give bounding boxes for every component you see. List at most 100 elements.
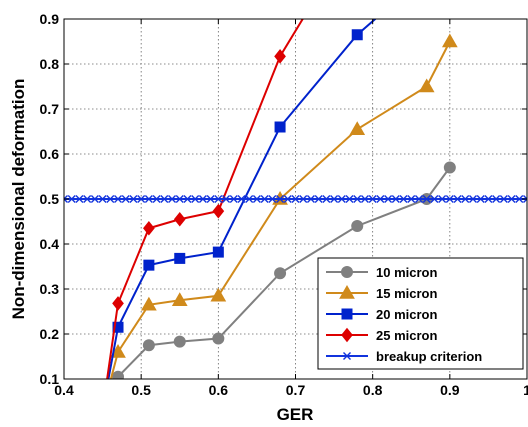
point-10-micron	[173, 335, 186, 348]
y-tick-label: 0.1	[40, 371, 60, 387]
point-10-micron	[212, 332, 225, 345]
point-breakup-criterion-stroke	[129, 195, 138, 203]
point-breakup-criterion-stroke	[376, 195, 385, 203]
point-breakup-criterion-stroke	[137, 195, 146, 203]
legend-label-20-micron: 20 micron	[376, 307, 437, 322]
point-25-micron	[143, 220, 155, 236]
point-breakup-criterion-stroke	[252, 195, 261, 203]
point-25-micron	[173, 211, 186, 227]
point-breakup-criterion-stroke	[314, 195, 323, 203]
point-15-micron	[441, 33, 458, 48]
point-breakup-criterion	[453, 195, 462, 203]
legend: 10 micron 15 micron 20 micron 25 micron brea…	[317, 257, 524, 370]
point-breakup-criterion-stroke	[183, 195, 192, 203]
point-breakup-criterion-stroke	[191, 195, 200, 203]
legend-marker-10-micron	[341, 266, 353, 278]
point-breakup-criterion-stroke	[67, 195, 76, 203]
point-breakup-criterion-stroke	[422, 195, 431, 203]
point-breakup-criterion	[75, 195, 84, 203]
point-breakup-criterion-stroke	[64, 195, 68, 200]
point-breakup-criterion	[291, 195, 300, 203]
point-breakup-criterion-stroke	[322, 195, 331, 203]
point-breakup-criterion	[276, 195, 285, 203]
point-15-micron	[171, 292, 188, 306]
point-breakup-criterion-stroke	[368, 195, 377, 203]
point-breakup-criterion	[237, 195, 246, 203]
point-breakup-criterion-stroke	[106, 195, 115, 203]
legend-label-25-micron: 25 micron	[376, 328, 437, 343]
point-breakup-criterion	[353, 195, 362, 203]
point-breakup-criterion-stroke	[168, 195, 177, 203]
point-breakup-criterion	[98, 195, 107, 203]
point-breakup-criterion-stroke	[90, 195, 99, 203]
point-breakup-criterion	[422, 195, 431, 203]
x-tick-label: 0.4	[54, 382, 74, 398]
legend-label-breakup-criterion: breakup criterion	[376, 349, 482, 364]
point-breakup-criterion	[492, 195, 501, 203]
point-breakup-criterion-stroke	[484, 195, 493, 203]
y-tick-label: 0.5	[40, 191, 60, 207]
point-breakup-criterion-stroke	[468, 195, 477, 203]
point-15-micron	[210, 287, 227, 302]
point-breakup-criterion	[484, 195, 493, 203]
point-breakup-criterion-stroke	[445, 195, 454, 203]
point-20-micron	[351, 29, 363, 41]
point-breakup-criterion-stroke	[391, 195, 400, 203]
point-10-micron	[274, 267, 287, 280]
y-tick-label: 0.6	[40, 146, 60, 162]
legend-label-15-micron: 15 micron	[376, 286, 437, 301]
point-breakup-criterion	[337, 195, 346, 203]
point-breakup-criterion-stroke	[245, 195, 254, 203]
point-breakup-criterion	[368, 195, 377, 203]
legend-marker-20-micron	[341, 308, 353, 320]
point-breakup-criterion-stroke	[337, 195, 346, 203]
point-breakup-criterion	[322, 195, 331, 203]
point-breakup-criterion	[144, 195, 153, 203]
point-breakup-criterion	[168, 195, 177, 203]
point-breakup-criterion-stroke	[268, 195, 277, 203]
point-breakup-criterion-stroke	[414, 195, 423, 203]
point-breakup-criterion-stroke	[492, 195, 501, 203]
point-breakup-criterion	[245, 195, 254, 203]
point-25-micron	[112, 296, 124, 311]
point-15-micron	[141, 296, 157, 311]
legend-marker-breakup-criterion	[343, 352, 351, 360]
point-breakup-criterion-stroke	[523, 198, 527, 203]
point-breakup-criterion-stroke	[121, 195, 130, 203]
point-breakup-criterion-stroke	[430, 195, 439, 203]
point-breakup-criterion-stroke	[515, 195, 524, 203]
point-breakup-criterion-stroke	[306, 195, 315, 203]
point-breakup-criterion	[214, 195, 223, 203]
point-breakup-criterion-stroke	[98, 195, 107, 203]
point-20-micron	[143, 259, 155, 271]
point-breakup-criterion	[306, 195, 315, 203]
x-tick-label: 0.5	[131, 382, 151, 398]
point-breakup-criterion	[283, 195, 292, 203]
point-breakup-criterion-stroke	[198, 195, 207, 203]
point-breakup-criterion	[114, 195, 123, 203]
point-breakup-criterion	[129, 195, 138, 203]
point-breakup-criterion-stroke	[407, 195, 416, 203]
point-10-micron	[351, 220, 364, 232]
point-breakup-criterion-stroke	[299, 195, 308, 203]
point-breakup-criterion	[384, 195, 393, 203]
x-axis-title: GER	[277, 405, 314, 424]
point-breakup-criterion	[445, 195, 454, 203]
y-tick-label: 0.3	[40, 281, 60, 297]
point-breakup-criterion	[515, 195, 524, 203]
point-15-micron	[418, 78, 435, 93]
point-breakup-criterion	[476, 195, 485, 203]
point-breakup-criterion	[523, 195, 527, 203]
point-20-micron	[174, 252, 186, 264]
point-breakup-criterion-stroke	[353, 195, 362, 203]
point-breakup-criterion	[206, 195, 215, 203]
point-breakup-criterion	[137, 195, 146, 203]
point-breakup-criterion	[438, 195, 447, 203]
point-20-micron	[212, 246, 224, 258]
x-tick-label: 1	[523, 382, 528, 398]
series-layer	[64, 19, 527, 379]
point-breakup-criterion	[198, 195, 207, 203]
y-tick-label: 0.4	[40, 236, 60, 252]
point-breakup-criterion-stroke	[283, 195, 292, 203]
